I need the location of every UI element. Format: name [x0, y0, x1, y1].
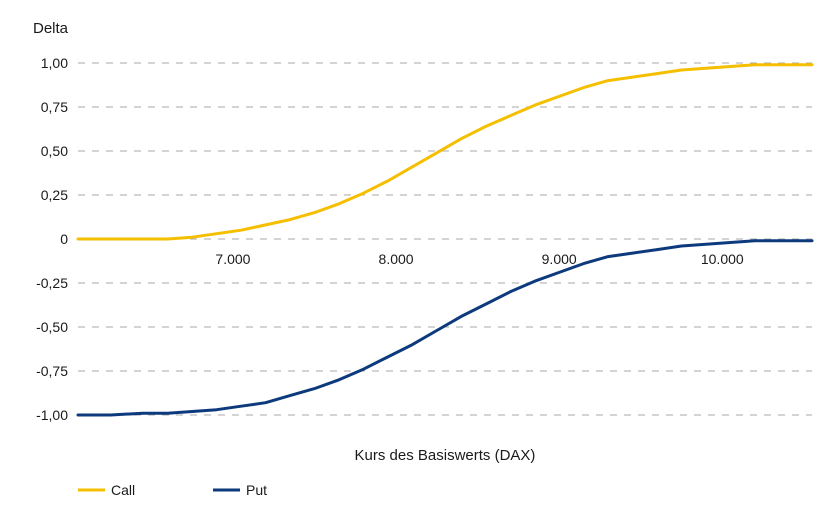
series-line-call	[76, 63, 814, 241]
x-tick-label: 8.000	[379, 251, 414, 267]
y-tick-label: -1,00	[36, 407, 68, 423]
x-tick-labels: 7.000 8.000 9.000 10.000	[215, 251, 743, 267]
legend: Call Put	[78, 482, 267, 498]
y-axis-title: Delta	[33, 20, 69, 37]
x-tick-label: 7.000	[215, 251, 250, 267]
legend-label-call: Call	[111, 482, 135, 498]
series-lines	[76, 63, 814, 417]
series-line-put	[76, 239, 814, 417]
x-axis-title: Kurs des Basiswerts (DAX)	[355, 447, 536, 464]
y-tick-label: 0	[60, 231, 68, 247]
x-tick-label: 9.000	[542, 251, 577, 267]
y-tick-label: 0,75	[41, 99, 68, 115]
x-tick-label: 10.000	[701, 251, 744, 267]
y-tick-label: 0,25	[41, 187, 68, 203]
y-tick-label: 0,50	[41, 143, 68, 159]
y-tick-labels: 1,00 0,75 0,50 0,25 0 -0,25 -0,50 -0,75 -1,00	[36, 55, 68, 423]
y-tick-label: 1,00	[41, 55, 68, 71]
y-tick-label: -0,25	[36, 275, 68, 291]
legend-label-put: Put	[246, 482, 267, 498]
y-tick-label: -0,75	[36, 363, 68, 379]
y-tick-label: -0,50	[36, 319, 68, 335]
